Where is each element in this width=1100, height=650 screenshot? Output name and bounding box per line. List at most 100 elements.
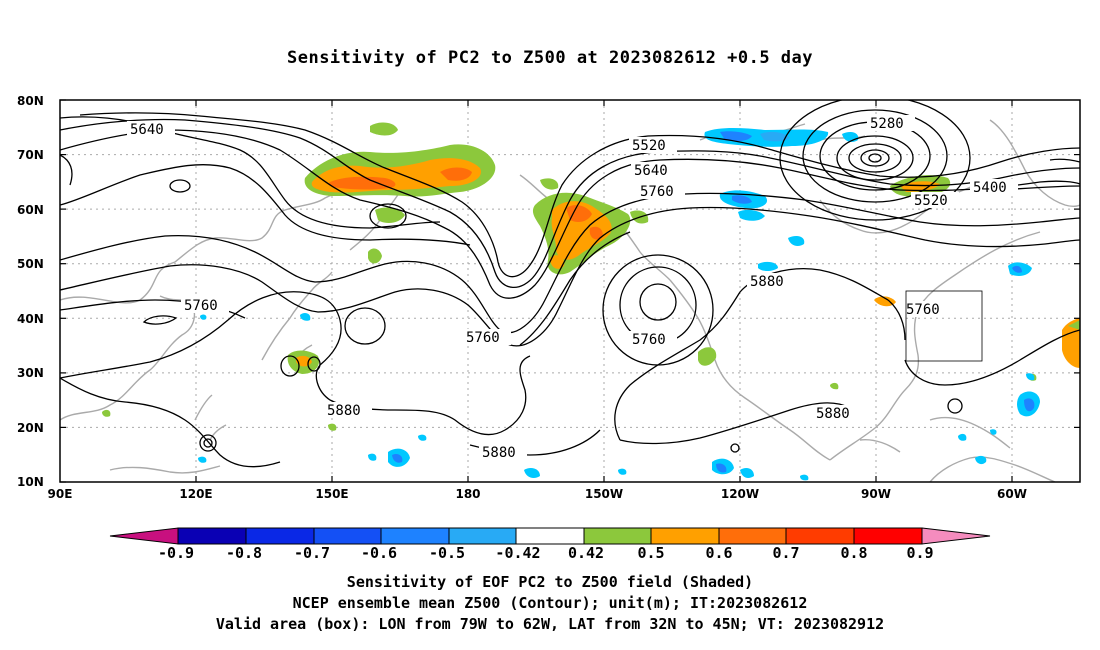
colorbar-box xyxy=(515,527,585,545)
shade-pos-goa-south-orange xyxy=(550,255,565,269)
contour-high-outer xyxy=(602,254,714,366)
colorbar-box xyxy=(785,527,855,545)
contour-wave-2 xyxy=(60,118,1080,289)
shade-pos-china-green xyxy=(102,409,111,417)
shade-pos-nw-atlantic-orange xyxy=(874,296,896,307)
contour-labels: 5640 5520 5640 5760 5280 5400 5520 5760 … xyxy=(127,115,1018,461)
contour-small-8 xyxy=(947,398,963,414)
caption-contour: NCEP ensemble mean Z500 (Contour); unit(… xyxy=(292,594,808,612)
contour-label: 5640 xyxy=(130,122,164,138)
shade-neg-atl2-blue xyxy=(1024,398,1035,412)
lon-label: 180 xyxy=(455,487,480,501)
contour-label: 5520 xyxy=(632,138,666,154)
colorbar-label: 0.8 xyxy=(840,544,867,562)
plot-title: Sensitivity of PC2 to Z500 at 2023082612… xyxy=(286,48,813,68)
shade-pos-hudson-orange xyxy=(900,181,940,192)
shade-neg-atl-blue xyxy=(1012,265,1022,273)
contour-5880-west xyxy=(60,377,281,468)
colorbar xyxy=(109,527,991,545)
z500-contours xyxy=(60,100,1080,468)
colorbar-label: 0.42 xyxy=(568,544,604,562)
figure-captions: Sensitivity of EOF PC2 to Z500 field (Sh… xyxy=(0,572,1100,635)
shade-pos-goa-orange xyxy=(551,201,612,260)
contour-small-11 xyxy=(60,154,73,186)
contour-label: 5760 xyxy=(640,184,674,200)
colorbar-label: -0.8 xyxy=(226,544,262,562)
lon-label: 90E xyxy=(48,487,73,501)
colorbar-label: 0.7 xyxy=(772,544,799,562)
colorbar-box xyxy=(380,527,450,545)
colorbar-box xyxy=(448,527,517,545)
contour-5760-asia xyxy=(60,164,471,246)
shade-neg-midwest-cyan xyxy=(758,261,778,271)
lat-label: 10N xyxy=(17,475,44,489)
contour-label: 5520 xyxy=(914,193,948,209)
shade-neg-trop6-cyan xyxy=(418,434,427,441)
shade-neg-trop11-cyan xyxy=(800,474,809,481)
contour-label: 5880 xyxy=(750,274,784,290)
shade-pos-goa-dkorange-2 xyxy=(589,226,603,240)
shade-pos-sakhalin-green xyxy=(368,248,382,264)
lon-label: 150E xyxy=(315,487,348,501)
shade-neg-carib-cyan xyxy=(958,433,967,441)
longitude-labels: 90E 120E 150E 180 150W 120W 90W 60W xyxy=(48,487,1027,501)
shade-neg-trop1-blue xyxy=(392,453,403,463)
lon-label: 60W xyxy=(997,487,1027,501)
lon-label: 150W xyxy=(585,487,623,501)
colorbar-box xyxy=(245,527,315,545)
shade-neg-arctic-lt xyxy=(760,131,790,142)
colorbar-label: 0.6 xyxy=(705,544,732,562)
shade-neg-carib2-cyan xyxy=(975,455,987,465)
shade-pos-okhotsk-dkorange-2 xyxy=(440,167,472,181)
colorbar-triangle-low xyxy=(109,527,179,545)
coast-na-gulf xyxy=(829,231,1041,461)
contour-small-2 xyxy=(369,203,407,229)
valid-area-box xyxy=(905,290,983,362)
contour-5880-atlantic xyxy=(887,299,1080,386)
shade-neg-canada3-cyan xyxy=(788,236,805,246)
shade-pos-mexico-green xyxy=(698,347,717,366)
contour-label: 5760 xyxy=(184,298,218,314)
contour-small-9 xyxy=(730,443,740,453)
lat-label: 70N xyxy=(17,148,44,162)
shade-neg-trop2-blue xyxy=(716,463,727,473)
shade-neg-canada2-cyan xyxy=(738,209,765,221)
shade-pos-east-atlantic-green xyxy=(1068,320,1080,330)
shade-pos-goa-dkorange xyxy=(566,205,592,222)
shade-neg-canada-blue xyxy=(732,195,752,204)
contour-small-5 xyxy=(307,356,321,372)
colorbar-box xyxy=(718,527,787,545)
contour-label: 5880 xyxy=(327,403,361,419)
shade-pos-alaska-green xyxy=(540,178,559,190)
axis-ticks xyxy=(60,99,1080,483)
colorbar-label: 0.9 xyxy=(906,544,933,562)
coast-greenland xyxy=(989,119,1080,208)
caption-valid-area: Valid area (box): LON from 79W to 62W, L… xyxy=(215,615,885,633)
colorbar-label: -0.42 xyxy=(495,544,540,562)
lon-label: 120E xyxy=(179,487,212,501)
lat-label: 80N xyxy=(17,94,44,108)
shade-neg-trop8-cyan xyxy=(198,456,207,463)
lat-label: 20N xyxy=(17,421,44,435)
contour-small-1 xyxy=(169,179,191,193)
colorbar-label: 0.5 xyxy=(637,544,664,562)
shade-neg-trop7-cyan xyxy=(618,468,627,475)
contour-wave-5 xyxy=(60,206,1080,347)
contour-low-2 xyxy=(802,109,948,203)
shade-neg-atl3-cyan xyxy=(1026,373,1035,381)
colorbar-box xyxy=(853,527,923,545)
lat-label: 30N xyxy=(17,366,44,380)
colorbar-labels: -0.9 -0.8 -0.7 -0.6 -0.5 -0.42 0.42 0.5 … xyxy=(158,544,934,562)
shade-neg-trop5-cyan xyxy=(368,453,377,461)
contour-low-6 xyxy=(860,149,890,167)
shade-pos-pacific-green xyxy=(328,423,337,431)
shade-pos-kamchatka-green xyxy=(375,207,405,223)
shade-neg-trop4-cyan xyxy=(740,468,754,478)
shade-neg-trop9-cyan xyxy=(300,312,311,321)
shade-pos-canada-green xyxy=(830,382,839,390)
contour-label: 5880 xyxy=(816,406,850,422)
contour-low-1 xyxy=(779,100,971,221)
shade-neg-trop10-cyan xyxy=(200,314,207,320)
colorbar-label: -0.5 xyxy=(429,544,465,562)
coast-na-west xyxy=(669,279,831,461)
